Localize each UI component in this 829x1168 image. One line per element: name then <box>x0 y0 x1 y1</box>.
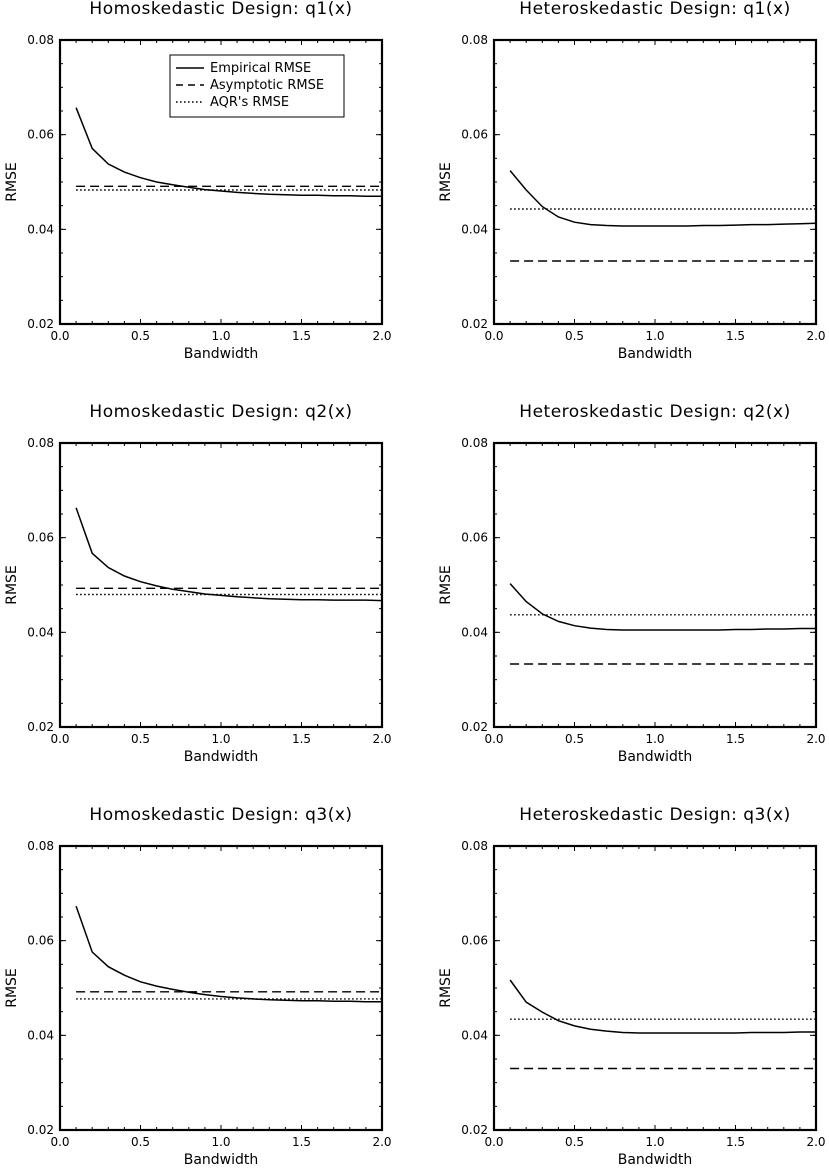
panel-title: Homoskedastic Design: q2(x) <box>89 402 352 422</box>
x-axis-label: Bandwidth <box>184 346 259 362</box>
x-tick-label: 1.5 <box>726 732 745 746</box>
x-axis-label: Bandwidth <box>618 346 693 362</box>
x-tick-label: 0.0 <box>50 732 69 746</box>
series-line-solid <box>509 583 816 631</box>
x-tick-label: 1.5 <box>726 329 745 343</box>
y-tick-label: 0.08 <box>27 839 54 853</box>
y-tick-label: 0.06 <box>461 128 488 142</box>
x-axis-label: Bandwidth <box>618 749 693 765</box>
plot-frame <box>58 441 384 729</box>
plot-frame <box>492 844 818 1132</box>
series-line-solid <box>509 170 817 227</box>
series-line-solid <box>75 107 382 197</box>
y-axis-label: RMSE <box>438 968 454 1008</box>
x-tick-label: 1.0 <box>645 1135 664 1149</box>
x-tick-label: 0.0 <box>50 1135 69 1149</box>
y-tick-label: 0.04 <box>461 1028 488 1042</box>
x-tick-label: 2.0 <box>806 732 825 746</box>
y-tick-label: 0.04 <box>27 1028 54 1042</box>
x-tick-label: 0.5 <box>131 1135 150 1149</box>
y-tick-label: 0.08 <box>461 436 488 450</box>
x-tick-label: 0.0 <box>50 329 69 343</box>
x-tick-label: 0.5 <box>565 329 584 343</box>
x-tick-label: 0.0 <box>484 732 503 746</box>
y-tick-label: 0.02 <box>461 317 488 331</box>
chart-panel-6: Heteroskedastic Design: q3(x) 0.0 0.5 1.0 1.… <box>438 805 826 1168</box>
x-tick-label: 0.0 <box>484 329 503 343</box>
x-tick-label: 1.0 <box>211 1135 230 1149</box>
series-line-solid <box>509 979 816 1034</box>
x-tick-label: 0.0 <box>484 1135 503 1149</box>
chart-panel-3: Homoskedastic Design: q2(x) 0.0 0.5 1.0 1.5 2… <box>4 402 392 765</box>
panel-title: Heteroskedastic Design: q2(x) <box>519 402 790 422</box>
y-axis-label: RMSE <box>438 565 454 605</box>
x-tick-label: 2.0 <box>806 329 825 343</box>
panel-title: Heteroskedastic Design: q1(x) <box>519 0 790 19</box>
y-tick-label: 0.04 <box>27 222 54 236</box>
plot-frame <box>492 38 818 326</box>
x-tick-label: 2.0 <box>372 1135 391 1149</box>
panel-title: Homoskedastic Design: q3(x) <box>89 805 352 825</box>
chart-panel-2: Heteroskedastic Design: q1(x) 0.0 0.5 1.0 1.… <box>438 0 826 362</box>
y-tick-label: 0.08 <box>461 839 488 853</box>
x-tick-label: 0.5 <box>131 732 150 746</box>
y-axis-label: RMSE <box>4 565 20 605</box>
y-tick-label: 0.02 <box>461 1123 488 1137</box>
legend: Empirical RMSE Asymptotic RMSE AQR's RMSE <box>169 54 345 118</box>
legend-entry: AQR's RMSE <box>210 95 289 110</box>
x-tick-label: 1.0 <box>211 732 230 746</box>
y-tick-label: 0.02 <box>27 720 54 734</box>
chart-panel-1: Homoskedastic Design: q1(x) 0.0 0.5 1.0 1.5 2… <box>4 0 392 362</box>
panel-title: Heteroskedastic Design: q3(x) <box>519 805 790 825</box>
x-axis-label: Bandwidth <box>618 1152 693 1168</box>
y-tick-label: 0.04 <box>27 625 54 639</box>
x-tick-label: 0.5 <box>565 1135 584 1149</box>
y-tick-label: 0.02 <box>461 720 488 734</box>
x-tick-label: 1.0 <box>211 329 230 343</box>
x-tick-label: 0.5 <box>565 732 584 746</box>
series-line-solid <box>75 507 383 602</box>
y-axis-label: RMSE <box>4 162 20 202</box>
plot-frame <box>58 844 384 1132</box>
x-axis-label: Bandwidth <box>184 749 259 765</box>
series-line-solid <box>75 905 382 1003</box>
y-tick-label: 0.06 <box>27 934 54 948</box>
y-axis-label: RMSE <box>438 162 454 202</box>
y-tick-label: 0.08 <box>27 436 54 450</box>
x-tick-label: 1.5 <box>292 1135 311 1149</box>
y-tick-label: 0.04 <box>461 222 488 236</box>
legend-box <box>169 54 345 118</box>
x-tick-label: 1.5 <box>292 329 311 343</box>
y-tick-label: 0.08 <box>27 33 54 47</box>
y-tick-label: 0.02 <box>27 1123 54 1137</box>
x-tick-label: 1.0 <box>645 329 664 343</box>
x-tick-label: 2.0 <box>372 329 391 343</box>
y-tick-label: 0.06 <box>461 531 488 545</box>
y-tick-label: 0.08 <box>461 33 488 47</box>
x-axis-label: Bandwidth <box>184 1152 259 1168</box>
plot-frame <box>492 441 818 729</box>
y-axis-label: RMSE <box>4 968 20 1008</box>
panel-title: Homoskedastic Design: q1(x) <box>89 0 352 19</box>
legend-entry: Empirical RMSE <box>210 61 311 76</box>
y-tick-label: 0.04 <box>461 625 488 639</box>
legend-entry: Asymptotic RMSE <box>210 78 324 93</box>
x-tick-label: 1.0 <box>645 732 664 746</box>
x-tick-label: 0.5 <box>131 329 150 343</box>
x-tick-label: 1.5 <box>726 1135 745 1149</box>
y-tick-label: 0.06 <box>27 531 54 545</box>
x-tick-label: 1.5 <box>292 732 311 746</box>
y-tick-label: 0.02 <box>27 317 54 331</box>
chart-panel-4: Heteroskedastic Design: q2(x) 0.0 0.5 1.0 1.… <box>438 402 826 765</box>
x-tick-label: 2.0 <box>806 1135 825 1149</box>
y-tick-label: 0.06 <box>461 934 488 948</box>
chart-panel-5: Homoskedastic Design: q3(x) 0.0 0.5 1.0 1.5 2… <box>4 805 392 1168</box>
y-tick-label: 0.06 <box>27 128 54 142</box>
x-tick-label: 2.0 <box>372 732 391 746</box>
